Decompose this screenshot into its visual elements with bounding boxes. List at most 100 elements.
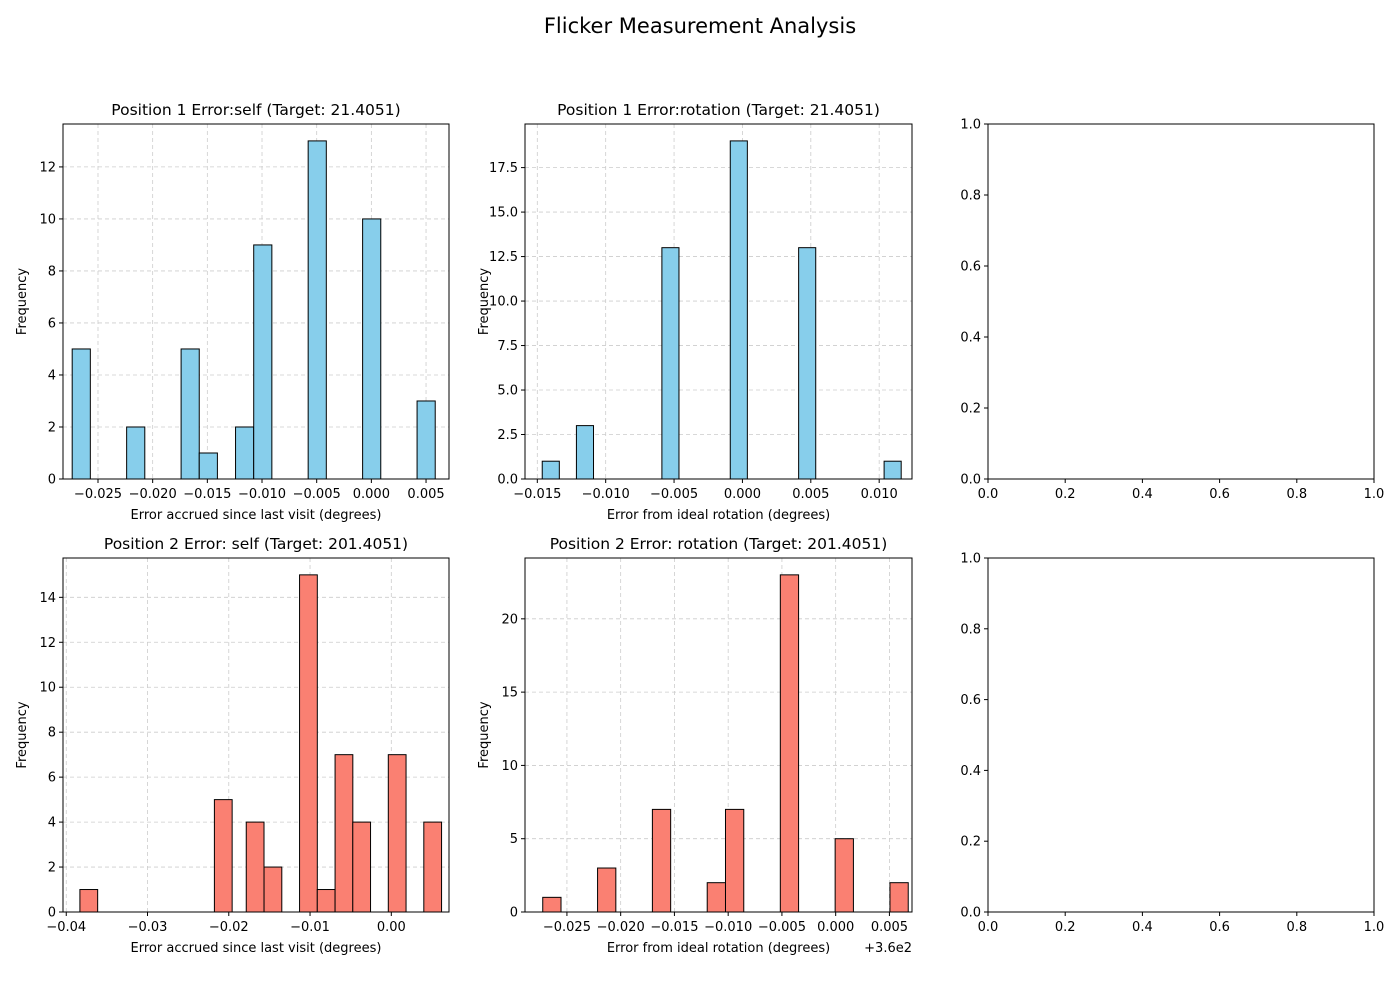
y-tick-label: 0.0: [960, 906, 981, 921]
y-tick-label: 6: [48, 771, 56, 786]
x-tick-label: 0.010: [861, 487, 898, 502]
x-offset-label: +3.6e2: [864, 941, 912, 956]
histogram-bar: [889, 882, 909, 913]
x-tick-label: 0.8: [1286, 487, 1307, 502]
x-axis-label: Error from ideal rotation (degrees): [607, 941, 830, 956]
histogram-bar: [235, 426, 255, 480]
y-tick-label: 8: [48, 264, 56, 279]
x-axis-label: Error accrued since last visit (degrees): [131, 508, 382, 523]
histogram-bar: [316, 889, 336, 913]
y-tick-label: 10.0: [489, 295, 518, 310]
y-tick-label: 0: [510, 906, 518, 921]
y-axis-label: Frequency: [477, 268, 492, 335]
histogram-bar: [423, 821, 443, 913]
subplot-p2-rotation: −0.025 −0.020 −0.015 −0.010 −0.005 0.000 0.005…: [477, 535, 913, 956]
y-tick-label: 6: [48, 316, 56, 331]
y-tick-label: 17.5: [489, 161, 518, 176]
x-tick-label: 0.2: [1055, 487, 1076, 502]
y-tick-label: 0.8: [960, 622, 981, 637]
x-tick-label: −0.04: [46, 920, 86, 935]
histogram-bar: [352, 821, 372, 913]
x-tick-label: −0.015: [513, 487, 561, 502]
y-tick-label: 0.0: [960, 473, 981, 488]
y-tick-label: 0.2: [960, 402, 981, 417]
histogram-bar: [387, 754, 407, 913]
histogram-bar: [541, 460, 560, 480]
x-tick-label: 0.000: [724, 487, 761, 502]
x-tick-label: −0.015: [183, 487, 231, 502]
axes-frame: [524, 557, 913, 913]
x-tick-label: 0.8: [1286, 920, 1307, 935]
axes-frame: [987, 123, 1375, 480]
y-tick-label: 0: [48, 473, 56, 488]
y-tick-label: 0.4: [960, 331, 981, 346]
x-tick-label: −0.025: [74, 487, 122, 502]
histogram-bar: [651, 808, 672, 913]
histogram-bar: [661, 247, 680, 480]
y-tick-label: 0.6: [960, 260, 981, 275]
y-tick-label: 7.5: [497, 339, 518, 354]
histogram-bar: [334, 754, 354, 913]
x-tick-label: 0.4: [1132, 487, 1153, 502]
y-tick-label: 2.5: [497, 428, 518, 443]
histogram-bar: [126, 426, 146, 480]
x-tick-label: −0.005: [293, 487, 341, 502]
histogram-bar: [362, 218, 382, 480]
y-tick-label: 15.0: [489, 206, 518, 221]
axes-frame: [62, 123, 450, 480]
x-tick-label: −0.005: [758, 920, 806, 935]
histogram-bar: [213, 799, 233, 913]
y-tick-label: 1.0: [960, 118, 981, 133]
y-tick-label: 12.5: [489, 250, 518, 265]
histogram-bar: [198, 452, 218, 480]
y-tick-label: 20: [501, 612, 518, 627]
y-tick-label: 0.4: [960, 764, 981, 779]
x-tick-label: −0.010: [704, 920, 752, 935]
y-tick-label: 12: [39, 160, 56, 175]
y-tick-label: 12: [39, 636, 56, 651]
y-tick-label: 0.8: [960, 189, 981, 204]
histogram-bar: [883, 460, 902, 480]
subplot-title: Position 1 Error:rotation (Target: 21.40…: [557, 101, 880, 119]
x-tick-label: −0.02: [209, 920, 249, 935]
histogram-bar: [416, 400, 436, 480]
x-tick-label: 0.000: [817, 920, 854, 935]
histogram-bar: [834, 838, 854, 913]
x-tick-label: −0.010: [582, 487, 630, 502]
subplot-title: Position 2 Error: self (Target: 201.4051…: [104, 535, 408, 553]
x-tick-label: 0.6: [1209, 487, 1230, 502]
y-tick-label: 10: [39, 681, 56, 696]
histogram-bar: [253, 244, 273, 480]
y-tick-label: 0.2: [960, 835, 981, 850]
histogram-bar: [798, 247, 817, 480]
y-axis-label: Frequency: [477, 701, 492, 768]
y-tick-label: 4: [48, 816, 56, 831]
x-tick-label: 0.005: [871, 920, 908, 935]
y-tick-label: 8: [48, 726, 56, 741]
subplot-title: Position 1 Error:self (Target: 21.4051): [111, 101, 400, 119]
x-tick-label: −0.03: [128, 920, 168, 935]
x-tick-label: 0.4: [1132, 920, 1153, 935]
x-tick-label: −0.015: [650, 920, 698, 935]
subplot-title: Position 2 Error: rotation (Target: 201.…: [550, 535, 888, 553]
histogram-bar: [299, 574, 318, 913]
x-tick-label: 1.0: [1364, 487, 1385, 502]
histogram-bar: [597, 867, 617, 913]
histogram-bar: [307, 140, 327, 480]
histogram-bar: [729, 140, 748, 480]
y-tick-label: 0: [48, 906, 56, 921]
x-tick-label: 0.000: [353, 487, 390, 502]
histogram-bar: [706, 882, 726, 913]
y-tick-label: 2: [48, 861, 56, 876]
histogram-bar: [779, 574, 800, 913]
y-tick-label: 5.0: [497, 384, 518, 399]
y-tick-label: 2: [48, 420, 56, 435]
y-axis-label: Frequency: [15, 268, 30, 335]
x-tick-label: 1.0: [1364, 920, 1385, 935]
y-axis-label: Frequency: [15, 701, 30, 768]
x-tick-label: −0.01: [290, 920, 330, 935]
x-tick-label: 0.0: [978, 920, 999, 935]
y-tick-label: 14: [39, 591, 56, 606]
figure-title: Flicker Measurement Analysis: [543, 14, 857, 38]
